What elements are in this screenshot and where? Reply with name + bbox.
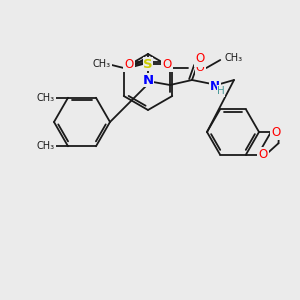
Text: O: O [162, 58, 172, 70]
Text: O: O [195, 52, 205, 65]
Text: CH₃: CH₃ [224, 53, 242, 63]
Text: CH₃: CH₃ [37, 141, 55, 151]
Text: O: O [124, 58, 134, 70]
Text: N: N [210, 80, 220, 94]
Text: S: S [143, 58, 153, 70]
Text: CH₃: CH₃ [37, 93, 55, 103]
Text: N: N [142, 74, 154, 86]
Text: H: H [217, 86, 225, 96]
Text: O: O [196, 63, 205, 73]
Text: O: O [272, 125, 280, 139]
Text: O: O [258, 148, 268, 161]
Text: CH₃: CH₃ [93, 59, 111, 69]
